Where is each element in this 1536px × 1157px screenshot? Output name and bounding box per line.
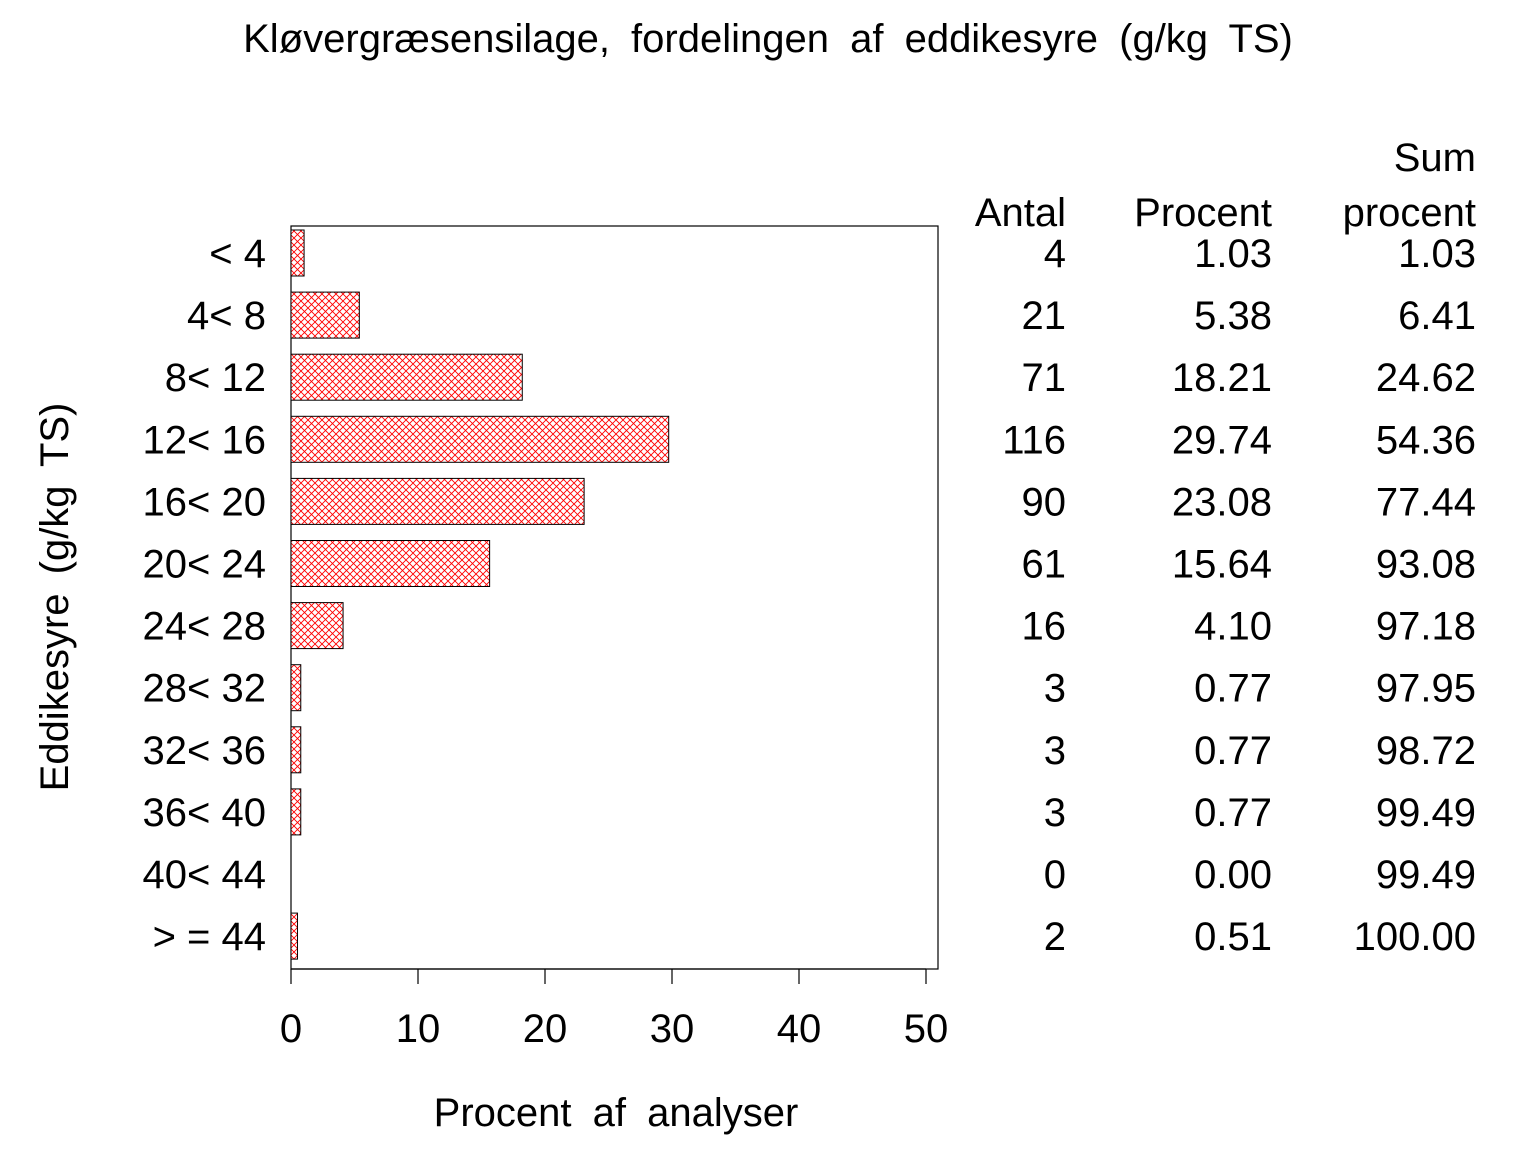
x-tick-label: 10 <box>396 1007 441 1051</box>
table-cell-sum-procent: 99.49 <box>1376 853 1476 897</box>
table-cell-procent: 23.08 <box>1172 480 1272 524</box>
x-tick-label: 20 <box>523 1007 568 1051</box>
x-axis: 0 10 20 30 40 50 <box>280 968 949 1051</box>
category-label: 16< 20 <box>143 480 266 524</box>
bar <box>290 291 360 339</box>
bar <box>290 912 298 960</box>
table-cell-antal: 3 <box>1044 729 1066 773</box>
table-cell-procent: 5.38 <box>1194 294 1272 338</box>
table-cell-sum-procent: 77.44 <box>1376 480 1476 524</box>
category-label: 40< 44 <box>143 853 266 897</box>
category-labels: < 4 4< 8 8< 12 12< 16 16< 20 20< 24 24< 28 28< … <box>143 232 266 959</box>
table-header-antal: Antal <box>975 191 1066 235</box>
chart-title: Kløvergræsensilage, fordelingen af eddik… <box>243 17 1293 61</box>
table-cell-antal: 116 <box>1002 418 1066 462</box>
category-label: 36< 40 <box>143 791 266 835</box>
table-cell-procent: 0.77 <box>1194 791 1272 835</box>
bar <box>290 540 491 587</box>
bar <box>290 664 302 712</box>
category-label: 4< 8 <box>187 294 266 338</box>
bar <box>290 602 344 650</box>
table-cell-antal: 71 <box>1022 356 1067 400</box>
table-cell-sum-procent: 6.41 <box>1398 294 1476 338</box>
table-cell-sum-procent: 97.95 <box>1376 667 1476 711</box>
stats-table: Sum Antal Procent procent 4 1.03 1.03 21 5.3… <box>975 136 1476 959</box>
table-header-sum-procent: procent <box>1343 191 1476 235</box>
table-cell-procent: 1.03 <box>1194 232 1272 276</box>
table-cell-antal: 3 <box>1044 791 1066 835</box>
table-cell-antal: 16 <box>1022 605 1067 649</box>
table-cell-sum-procent: 97.18 <box>1376 605 1476 649</box>
category-label: 8< 12 <box>165 356 266 400</box>
table-header-procent: Procent <box>1134 191 1272 235</box>
x-tick-label: 0 <box>280 1007 302 1051</box>
bars <box>290 229 670 960</box>
table-cell-antal: 2 <box>1044 915 1066 959</box>
table-cell-procent: 18.21 <box>1172 356 1272 400</box>
category-label: 28< 32 <box>143 667 266 711</box>
category-label: 20< 24 <box>143 543 266 587</box>
table-cell-sum-procent: 54.36 <box>1376 418 1476 462</box>
table-cell-antal: 90 <box>1022 480 1067 524</box>
category-label: < 4 <box>209 232 266 276</box>
table-cell-procent: 0.77 <box>1194 729 1272 773</box>
x-axis-label: Procent af analyser <box>434 1091 799 1135</box>
category-label: 32< 36 <box>143 729 266 773</box>
table-cell-procent: 0.00 <box>1194 853 1272 897</box>
bar <box>290 788 302 836</box>
category-label: > = 44 <box>153 915 266 959</box>
bar <box>290 353 523 401</box>
table-cell-procent: 0.51 <box>1194 915 1272 959</box>
table-cell-procent: 0.77 <box>1194 667 1272 711</box>
plot-frame <box>290 225 939 970</box>
table-cell-sum-procent: 93.08 <box>1376 543 1476 587</box>
table-cell-antal: 0 <box>1044 853 1066 897</box>
bar <box>290 477 585 525</box>
table-header-sum: Sum <box>1394 136 1476 180</box>
table-cell-sum-procent: 99.49 <box>1376 791 1476 835</box>
table-cell-sum-procent: 98.72 <box>1376 729 1476 773</box>
table-cell-antal: 21 <box>1022 294 1067 338</box>
table-rows: 4 1.03 1.03 21 5.38 6.41 71 18.21 24.62 116 29.74 5… <box>1002 232 1476 959</box>
y-axis-label: Eddikesyre (g/kg TS) <box>33 403 77 792</box>
table-cell-procent: 15.64 <box>1172 543 1272 587</box>
table-cell-sum-procent: 100.00 <box>1354 915 1476 959</box>
table-cell-procent: 4.10 <box>1194 605 1272 649</box>
category-label: 24< 28 <box>143 605 266 649</box>
bar <box>290 229 305 277</box>
table-cell-procent: 29.74 <box>1172 418 1272 462</box>
x-tick-label: 50 <box>904 1007 949 1051</box>
table-cell-antal: 3 <box>1044 667 1066 711</box>
bar <box>290 726 302 774</box>
bar <box>290 415 670 463</box>
x-tick-label: 30 <box>650 1007 695 1051</box>
table-cell-antal: 61 <box>1022 543 1067 587</box>
x-tick-label: 40 <box>777 1007 822 1051</box>
category-label: 12< 16 <box>143 418 266 462</box>
table-cell-sum-procent: 24.62 <box>1376 356 1476 400</box>
plot-area <box>290 225 939 970</box>
table-cell-antal: 4 <box>1044 232 1066 276</box>
table-cell-sum-procent: 1.03 <box>1398 232 1476 276</box>
